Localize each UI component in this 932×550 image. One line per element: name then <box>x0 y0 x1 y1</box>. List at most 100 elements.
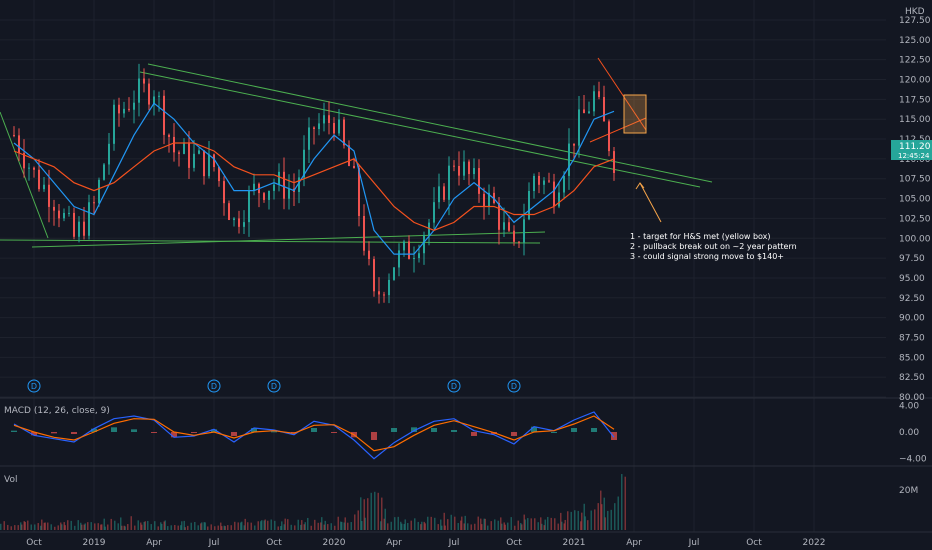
candle-body <box>568 143 570 176</box>
x-tick-label: 2019 <box>83 538 106 548</box>
candle-body <box>403 241 405 251</box>
candle-body <box>68 212 70 214</box>
volume-bar <box>477 516 479 530</box>
neckline[interactable] <box>31 231 546 248</box>
annotation-arrow <box>639 182 662 223</box>
candle-body <box>253 183 255 191</box>
candle-body <box>88 202 90 236</box>
volume-bar <box>7 524 9 530</box>
volume-bar <box>167 526 169 530</box>
volume-bar <box>604 517 606 530</box>
y-tick-label: 120.00 <box>899 76 931 86</box>
upper-trendline-2[interactable] <box>139 71 701 188</box>
macd-histogram-bar <box>91 428 97 432</box>
candle-body <box>413 258 415 260</box>
volume-bar <box>204 522 206 530</box>
y-tick-label: 115.00 <box>899 115 931 125</box>
price-candles <box>13 63 615 304</box>
volume-bar <box>404 519 406 530</box>
x-tick-label: Jul <box>688 538 700 548</box>
candle-body <box>48 184 50 207</box>
macd-histogram-bar <box>251 428 257 432</box>
volume-bar <box>200 523 202 530</box>
volume-bar <box>384 508 386 530</box>
dividend-label: D <box>511 382 517 391</box>
volume-bar <box>447 519 449 530</box>
candle-body <box>448 165 450 200</box>
dividend-label: D <box>31 382 37 391</box>
volume-bar <box>444 525 446 530</box>
volume-bar <box>290 524 292 530</box>
volume-bar <box>80 522 82 530</box>
volume-bar <box>110 518 112 530</box>
neckline-2[interactable] <box>0 239 541 244</box>
volume-bar <box>583 503 585 530</box>
candle-body <box>63 212 65 219</box>
candle-body <box>193 153 195 168</box>
price-axis[interactable]: 127.50125.00122.50120.00117.50115.00112.… <box>899 16 931 403</box>
volume-bar <box>581 512 583 530</box>
volume-bar <box>277 526 279 530</box>
candle-body <box>603 97 605 122</box>
x-tick-label: Jul <box>208 538 220 548</box>
candle-body <box>118 104 120 114</box>
dividend-marker[interactable] <box>507 379 521 393</box>
volume-bar <box>180 525 182 530</box>
candle-body <box>358 168 360 216</box>
volume-bar <box>221 526 223 530</box>
target-box[interactable] <box>623 94 647 134</box>
volume-bar <box>517 520 519 530</box>
y-tick-label: 122.50 <box>899 56 931 66</box>
y-tick-label: 85.00 <box>899 353 925 363</box>
volume-bar <box>463 523 465 530</box>
volume-bar <box>187 525 189 530</box>
candle-body <box>143 78 145 84</box>
volume-bar <box>250 522 252 530</box>
volume-bar <box>70 520 72 530</box>
dividend-marker[interactable] <box>27 379 41 393</box>
volume-bar <box>223 525 225 530</box>
upper-trendline[interactable] <box>147 63 713 183</box>
volume-bar <box>544 519 546 530</box>
candle-body <box>98 179 100 204</box>
flag-line[interactable] <box>597 57 647 131</box>
flag-line-2[interactable] <box>589 117 647 143</box>
y-tick-label: 92.50 <box>899 294 925 304</box>
candle-body <box>563 175 565 193</box>
volume-bar <box>121 525 123 530</box>
dividend-marker[interactable] <box>207 379 221 393</box>
candle-body <box>368 250 370 260</box>
volume-bar <box>534 518 536 530</box>
x-tick-label: 2020 <box>323 538 346 548</box>
time-axis[interactable]: Oct 2019 Apr Jul Oct 2020 Apr Jul Oct 2021 Apr Jul O… <box>26 538 825 548</box>
volume-bar <box>601 504 603 530</box>
dividend-marker[interactable] <box>447 379 461 393</box>
candle-body <box>333 122 335 134</box>
volume-bar <box>214 526 216 530</box>
candle-body <box>228 203 230 221</box>
candle-body <box>308 127 310 150</box>
last-price: 111.20 <box>899 142 931 152</box>
y-tick-label: 90.00 <box>899 314 925 324</box>
x-tick-label: Oct <box>506 538 522 548</box>
macd-histogram-bar <box>71 432 77 434</box>
candle-body <box>238 218 240 227</box>
volume-bar <box>254 525 256 530</box>
macd-histogram-bar <box>331 432 337 433</box>
volume-bar <box>297 519 299 530</box>
volume-bar <box>197 525 199 530</box>
volume-bar <box>330 523 332 530</box>
candle-body <box>233 218 235 221</box>
volume-bar <box>474 523 476 530</box>
dividend-marker[interactable] <box>267 379 281 393</box>
volume-bar <box>363 499 365 530</box>
x-tick-label: Apr <box>626 538 642 548</box>
annotation-line-2: 2 - pullback break out on ~2 year patter… <box>630 242 797 251</box>
candle-body <box>408 241 410 259</box>
candle-body <box>123 108 125 114</box>
volume-bar <box>103 518 105 530</box>
volume-bar <box>210 524 212 530</box>
volume-bar <box>83 524 85 530</box>
